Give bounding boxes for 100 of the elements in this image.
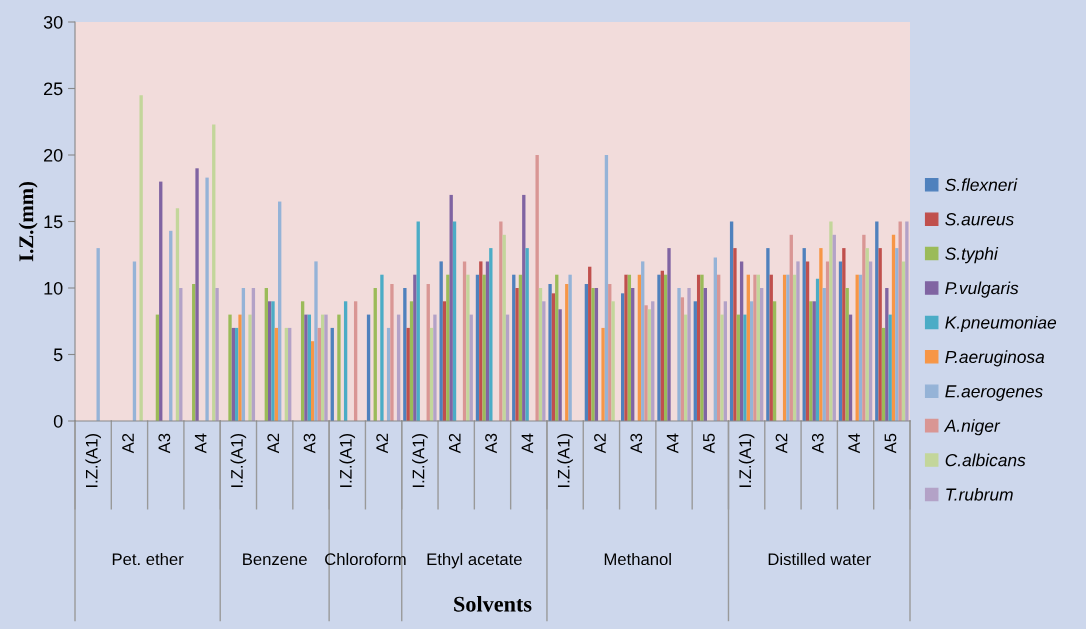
bar bbox=[248, 314, 252, 421]
y-tick-label: 25 bbox=[44, 82, 63, 96]
bar bbox=[482, 274, 486, 421]
bar bbox=[535, 155, 539, 421]
text: Methanol bbox=[604, 552, 671, 566]
bar bbox=[416, 221, 420, 421]
bar bbox=[624, 274, 628, 421]
bar bbox=[766, 248, 770, 421]
bar bbox=[139, 95, 143, 421]
legend-label: E.aerogenes bbox=[945, 385, 1043, 401]
y-tick-label: 20 bbox=[44, 148, 63, 162]
bar bbox=[729, 221, 734, 421]
bar bbox=[337, 314, 341, 421]
bar bbox=[862, 234, 866, 421]
x-tick-label: A3 bbox=[485, 433, 497, 454]
bar bbox=[413, 274, 417, 421]
bar bbox=[885, 288, 889, 421]
bar bbox=[677, 288, 681, 421]
y-tick-label: 15 bbox=[44, 215, 63, 229]
x-axis-title: Solvents bbox=[454, 596, 532, 612]
x-tick-label: A4 bbox=[848, 433, 860, 454]
bar bbox=[796, 261, 800, 421]
legend-label: S.flexneri bbox=[945, 178, 1018, 191]
bar bbox=[228, 314, 232, 421]
bar bbox=[433, 314, 437, 421]
x-tick-label: A2 bbox=[775, 433, 788, 454]
bar bbox=[558, 309, 562, 421]
legend-label: S.typhi bbox=[945, 247, 999, 264]
bar bbox=[720, 314, 724, 421]
x-tick-label: A2 bbox=[376, 433, 388, 454]
x-tick-label: A2 bbox=[448, 433, 461, 454]
x-tick-label: A4 bbox=[521, 433, 534, 454]
bar bbox=[446, 274, 450, 421]
bar bbox=[895, 248, 899, 421]
bar bbox=[403, 288, 407, 421]
x-tick-label: A3 bbox=[811, 433, 824, 454]
y-tick-label: 5 bbox=[53, 348, 63, 362]
legend-label: T.rubrum bbox=[946, 487, 1013, 501]
bar bbox=[604, 155, 609, 421]
bar bbox=[195, 168, 199, 421]
bar bbox=[499, 221, 503, 421]
bar bbox=[439, 261, 443, 421]
y-tick-label: 10 bbox=[44, 281, 63, 295]
bar bbox=[878, 248, 882, 421]
text: Distilled water bbox=[768, 552, 871, 566]
x-tick-label: A2 bbox=[267, 433, 279, 454]
bar bbox=[548, 284, 552, 421]
bar bbox=[829, 221, 833, 421]
bar bbox=[238, 314, 242, 421]
bar bbox=[568, 274, 572, 421]
y-axis-title: I.Z.(mm) bbox=[18, 181, 38, 262]
bar bbox=[819, 248, 823, 421]
x-tick-label: A3 bbox=[303, 433, 316, 454]
bar bbox=[96, 248, 100, 421]
x-tick-label: A3 bbox=[630, 433, 643, 454]
x-tick-label: A4 bbox=[666, 433, 679, 454]
bar bbox=[687, 288, 691, 421]
text: Chloroform bbox=[325, 552, 406, 566]
bar bbox=[713, 257, 718, 421]
bar bbox=[905, 221, 909, 421]
legend-label: P.vulgaris bbox=[945, 281, 1019, 298]
bar bbox=[452, 221, 457, 421]
text: Pet. ether bbox=[112, 552, 184, 566]
bar bbox=[380, 274, 384, 421]
bar bbox=[611, 301, 615, 421]
bar bbox=[390, 284, 394, 421]
legend-label: S.aureus bbox=[945, 213, 1014, 226]
bar bbox=[733, 248, 737, 421]
legend-label: A.niger bbox=[943, 419, 1001, 436]
legend-label: C.albicans bbox=[945, 453, 1026, 467]
x-tick-label: I.Z.(A1) bbox=[230, 434, 247, 487]
text: Ethyl acetate bbox=[427, 552, 522, 569]
y-tick-label: 30 bbox=[43, 15, 63, 29]
x-tick-label: A5 bbox=[703, 433, 715, 454]
legend-label: P.aeruginosa bbox=[945, 350, 1045, 367]
x-tick-label: A2 bbox=[122, 433, 134, 454]
bar bbox=[743, 314, 747, 421]
bar bbox=[700, 274, 704, 421]
bar bbox=[644, 305, 648, 421]
legend-label: K.pneumoniae bbox=[945, 315, 1057, 333]
bar bbox=[525, 248, 529, 421]
bar bbox=[875, 221, 879, 421]
bar bbox=[657, 274, 661, 421]
x-tick-label: A5 bbox=[884, 433, 897, 454]
text: Benzene bbox=[243, 553, 307, 566]
x-tick-label: A3 bbox=[158, 433, 171, 454]
bar bbox=[314, 261, 318, 421]
x-tick-label: I.Z.(A1) bbox=[557, 434, 573, 487]
x-tick-label: A2 bbox=[594, 433, 606, 454]
x-tick-label: I.Z.(A1) bbox=[412, 434, 428, 487]
bar bbox=[591, 288, 595, 421]
bar bbox=[842, 248, 846, 421]
bar bbox=[212, 124, 216, 421]
x-tick-label: I.Z.(A1) bbox=[738, 434, 755, 487]
bar bbox=[215, 288, 219, 421]
bar bbox=[489, 248, 493, 421]
x-tick-label: I.Z.(A1) bbox=[339, 434, 356, 487]
y-tick-label: 0 bbox=[53, 414, 63, 428]
bar bbox=[601, 327, 605, 421]
x-tick-label: I.Z.(A1) bbox=[85, 434, 101, 487]
